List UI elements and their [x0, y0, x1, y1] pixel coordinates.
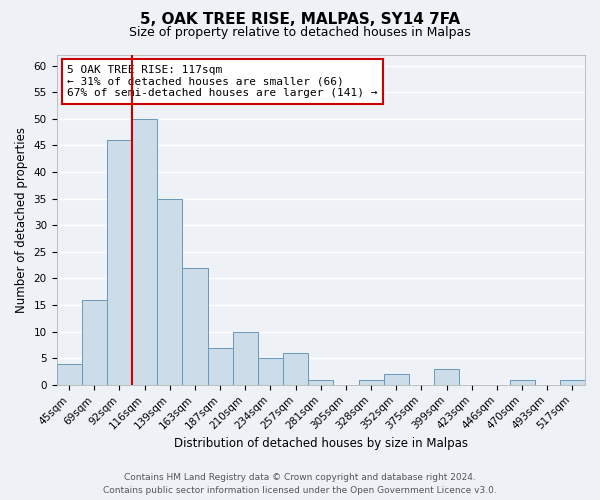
- Bar: [182, 268, 208, 385]
- Bar: [308, 380, 334, 385]
- Bar: [56, 364, 82, 385]
- Bar: [233, 332, 258, 385]
- Bar: [258, 358, 283, 385]
- Bar: [383, 374, 409, 385]
- Bar: [359, 380, 383, 385]
- Bar: [157, 198, 182, 385]
- Text: Size of property relative to detached houses in Malpas: Size of property relative to detached ho…: [129, 26, 471, 39]
- Bar: [560, 380, 585, 385]
- Text: Contains HM Land Registry data © Crown copyright and database right 2024.
Contai: Contains HM Land Registry data © Crown c…: [103, 473, 497, 495]
- Bar: [82, 300, 107, 385]
- Bar: [208, 348, 233, 385]
- Text: 5 OAK TREE RISE: 117sqm
← 31% of detached houses are smaller (66)
67% of semi-de: 5 OAK TREE RISE: 117sqm ← 31% of detache…: [67, 65, 377, 98]
- X-axis label: Distribution of detached houses by size in Malpas: Distribution of detached houses by size …: [174, 437, 468, 450]
- Bar: [434, 369, 459, 385]
- Y-axis label: Number of detached properties: Number of detached properties: [15, 127, 28, 313]
- Bar: [509, 380, 535, 385]
- Bar: [107, 140, 132, 385]
- Bar: [132, 119, 157, 385]
- Text: 5, OAK TREE RISE, MALPAS, SY14 7FA: 5, OAK TREE RISE, MALPAS, SY14 7FA: [140, 12, 460, 28]
- Bar: [283, 353, 308, 385]
